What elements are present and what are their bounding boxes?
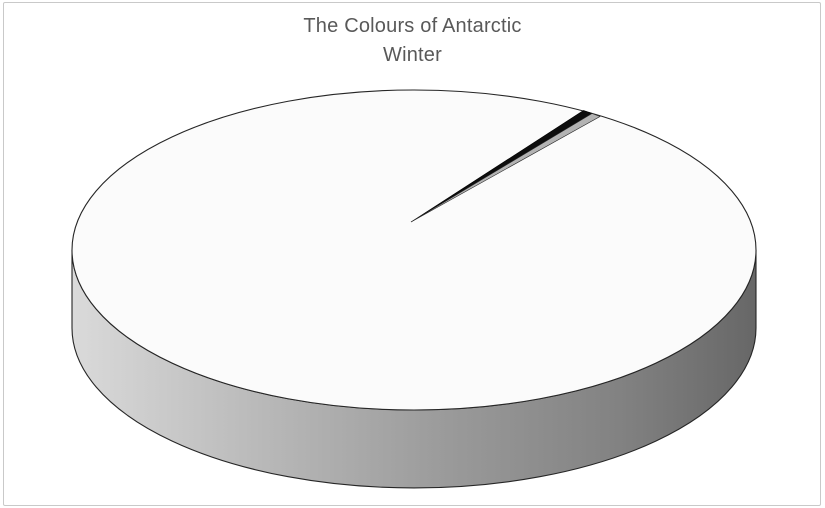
pie-slice-grey xyxy=(410,113,601,223)
chart-title-text: The Colours of Antarctic Winter xyxy=(303,15,522,66)
chart-title: The Colours of Antarctic Winter xyxy=(0,12,825,70)
pie-slice-white-top xyxy=(71,89,757,411)
